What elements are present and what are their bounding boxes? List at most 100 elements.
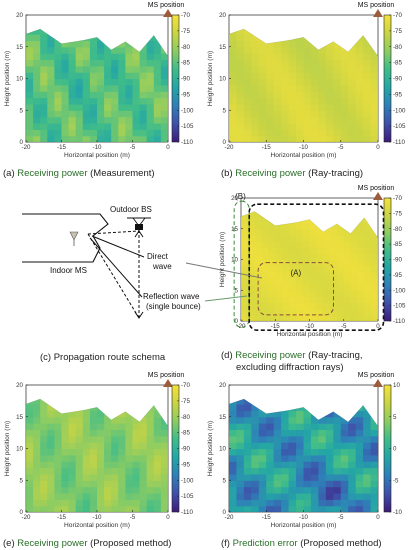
heat-cell	[47, 429, 55, 436]
heat-cell	[33, 449, 41, 456]
heat-cell	[364, 290, 371, 297]
heat-cell	[133, 461, 141, 468]
heat-cell	[323, 315, 330, 322]
heat-cell	[371, 309, 378, 316]
heat-cell	[69, 72, 77, 79]
heat-cell	[311, 91, 319, 98]
heat-cell	[83, 129, 91, 136]
colorbar-tick-label: -90	[393, 257, 403, 264]
heat-cell	[47, 123, 55, 130]
heat-cell	[125, 499, 133, 506]
heat-cell	[274, 487, 282, 494]
heat-cell	[351, 296, 358, 303]
heat-cell	[337, 290, 344, 297]
heat-cell	[229, 487, 237, 494]
heat-cell	[326, 429, 334, 436]
heat-cell	[341, 487, 349, 494]
heat-cell	[363, 59, 371, 66]
colorbar-tick-label: -100	[393, 107, 406, 114]
heat-cell	[289, 241, 296, 248]
colorbar-tick-label: -75	[393, 210, 403, 217]
heat-cell	[62, 136, 70, 143]
heat-cell	[125, 436, 133, 443]
heat-cell	[229, 436, 237, 443]
heat-cell	[363, 499, 371, 506]
heat-cell	[154, 493, 162, 500]
heat-cell	[259, 129, 267, 136]
heat-cell	[351, 272, 358, 279]
heat-cell	[40, 461, 48, 468]
heat-cell	[118, 480, 126, 487]
heat-cell	[326, 85, 334, 92]
heat-cell	[83, 455, 91, 462]
heat-cell	[316, 303, 323, 310]
heat-cell	[356, 79, 364, 86]
heat-cell	[371, 66, 379, 73]
heat-cell	[90, 53, 98, 60]
heat-cell	[259, 429, 267, 436]
heat-cell	[244, 104, 252, 111]
heat-cell	[26, 429, 34, 436]
y-tick-label: 20	[219, 382, 226, 389]
heat-cell	[296, 468, 304, 475]
heat-cell	[296, 429, 304, 436]
y-tick-label: 0	[20, 139, 24, 146]
heat-cell	[97, 66, 105, 73]
heat-cell	[229, 423, 237, 430]
heat-cell	[62, 59, 70, 66]
heat-cell	[348, 123, 356, 130]
heat-cell	[133, 123, 141, 130]
heat-cell	[251, 40, 259, 47]
heat-cell	[326, 47, 334, 54]
heat-cell	[348, 461, 356, 468]
heat-cell	[318, 91, 326, 98]
heat-cell	[326, 66, 334, 73]
heat-cell	[154, 104, 162, 111]
heat-cell	[236, 79, 244, 86]
propagation-schema: Outdoor BS Indoor MS Direct wave Reflect…	[22, 205, 262, 363]
heat-cell	[154, 85, 162, 92]
heat-cell	[310, 290, 317, 297]
heat-cell	[326, 417, 334, 424]
heat-cell	[40, 404, 48, 411]
heat-cell	[83, 79, 91, 86]
heat-cell	[97, 85, 105, 92]
heat-cell	[304, 59, 312, 66]
heat-cell	[274, 129, 282, 136]
heat-cell	[236, 480, 244, 487]
heat-cell	[97, 417, 105, 424]
heat-cell	[147, 423, 155, 430]
x-axis-label: Horizontal position (m)	[271, 522, 337, 529]
heat-cell	[147, 461, 155, 468]
heat-cell	[90, 79, 98, 86]
heat-cell	[351, 309, 358, 316]
heat-cell	[337, 253, 344, 260]
heat-cell	[125, 461, 133, 468]
heat-cell	[90, 449, 98, 456]
heat-cell	[133, 455, 141, 462]
heat-cell	[33, 123, 41, 130]
heat-cell	[236, 461, 244, 468]
heat-cell	[311, 423, 319, 430]
heat-cell	[266, 136, 274, 143]
heat-cell	[303, 296, 310, 303]
heat-cell	[318, 110, 326, 117]
heat-cell	[310, 315, 317, 322]
heat-cell	[304, 436, 312, 443]
heat-cell	[326, 110, 334, 117]
colorbar-tick-label: -75	[393, 28, 403, 35]
heat-cell	[363, 53, 371, 60]
heat-cell	[47, 499, 55, 506]
heat-cell	[83, 417, 91, 424]
ms-position-label: MS position	[358, 372, 395, 379]
heat-cell	[90, 461, 98, 468]
heat-cell	[275, 272, 282, 279]
heat-cell	[333, 449, 341, 456]
heat-cell	[26, 404, 34, 411]
heat-cell	[133, 59, 141, 66]
heat-cell	[371, 480, 379, 487]
heat-cell	[357, 272, 364, 279]
heat-cell	[341, 449, 349, 456]
heat-cell	[133, 85, 141, 92]
heat-cell	[147, 506, 155, 513]
